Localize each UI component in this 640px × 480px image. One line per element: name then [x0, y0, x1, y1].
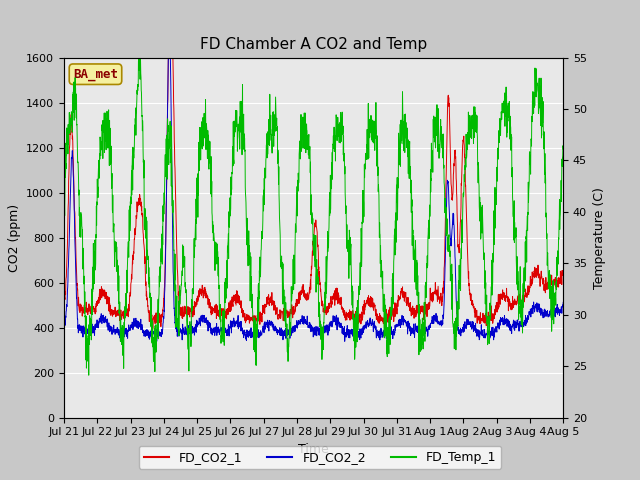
- Y-axis label: CO2 (ppm): CO2 (ppm): [8, 204, 20, 272]
- Title: FD Chamber A CO2 and Temp: FD Chamber A CO2 and Temp: [200, 37, 428, 52]
- Y-axis label: Temperature (C): Temperature (C): [593, 187, 605, 288]
- X-axis label: Time: Time: [298, 443, 329, 456]
- Legend: FD_CO2_1, FD_CO2_2, FD_Temp_1: FD_CO2_1, FD_CO2_2, FD_Temp_1: [139, 446, 501, 469]
- Text: BA_met: BA_met: [73, 68, 118, 81]
